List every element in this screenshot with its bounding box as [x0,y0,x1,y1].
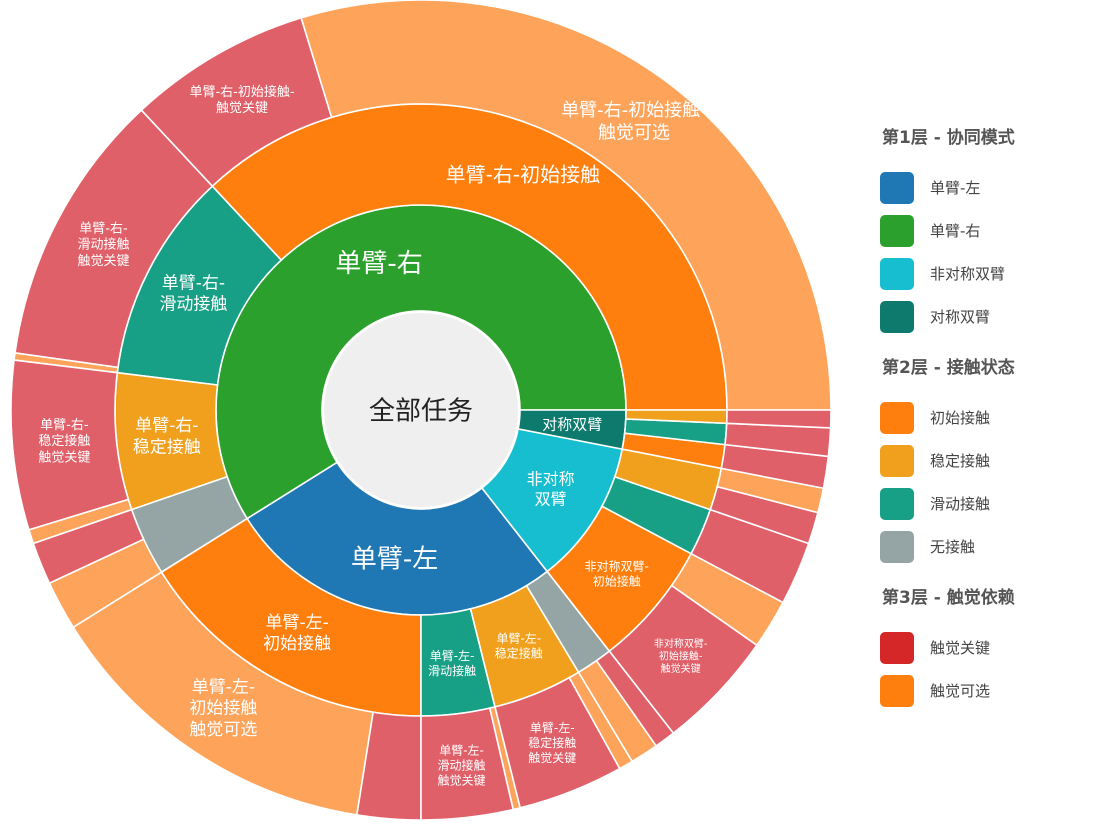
legend: 第1层 - 协同模式 单臂-左 单臂-右 非对称双臂 对称双臂 第2层 - 接触… [880,126,1090,730]
legend-item-no-contact[interactable]: 无接触 [880,525,1090,568]
legend-item-tactile-optional[interactable]: 触觉可选 [880,669,1090,712]
legend-item-single-left[interactable]: 单臂-左 [880,166,1090,209]
legend-label: 触觉关键 [930,639,991,657]
legend-swatch-icon [880,171,914,204]
legend-swatch-icon [880,300,914,333]
legend-title: 第2层 - 接触状态 [882,358,1015,378]
legend-swatch-icon [880,257,914,290]
sunburst-segment[interactable] [300,0,832,411]
center-label: 全部任务 [369,397,473,427]
legend-item-stable-contact[interactable]: 稳定接触 [880,439,1090,482]
legend-swatch-icon [880,487,914,520]
sunburst-svg: 单臂-右单臂-左非对称双臂对称双臂单臂-右-初始接触单臂-右-滑动接触单臂-右-… [10,0,832,821]
sunburst-chart: 单臂-右 单臂-左 非对称双臂 对称双臂 单臂-右-初始接触 单臂-右-滑动接触 单臂-右-… [10,0,832,821]
legend-swatch-icon [880,214,914,247]
legend-item-tactile-critical[interactable]: 触觉关键 [880,626,1090,669]
legend-swatch-icon [880,530,914,563]
legend-label: 初始接触 [930,409,991,427]
legend-swatch-icon [880,674,914,707]
legend-item-initial-contact[interactable]: 初始接触 [880,396,1090,439]
center-circle[interactable] [322,311,520,509]
legend-title: 第1层 - 协同模式 [882,128,1015,148]
legend-group-level3: 第3层 - 触觉依赖 触觉关键 触觉可选 [880,586,1090,712]
legend-title: 第3层 - 触觉依赖 [882,588,1015,608]
sunburst-segment[interactable] [725,409,832,429]
legend-label: 单臂-左 [930,179,981,197]
legend-group-level1: 第1层 - 协同模式 单臂-左 单臂-右 非对称双臂 对称双臂 [880,126,1090,338]
legend-label: 稳定接触 [930,452,991,470]
legend-label: 单臂-右 [930,222,981,240]
legend-label: 非对称双臂 [930,265,1006,283]
legend-swatch-icon [880,631,914,664]
legend-swatch-icon [880,444,914,477]
legend-group-level2: 第2层 - 接触状态 初始接触 稳定接触 滑动接触 无接触 [880,356,1090,568]
legend-swatch-icon [880,401,914,434]
legend-label: 触觉可选 [930,682,991,700]
legend-label: 无接触 [930,538,976,556]
legend-item-asymmetric-dual[interactable]: 非对称双臂 [880,252,1090,295]
legend-label: 滑动接触 [930,495,991,513]
legend-item-single-right[interactable]: 单臂-右 [880,209,1090,252]
legend-label: 对称双臂 [930,308,991,326]
legend-item-symmetric-dual[interactable]: 对称双臂 [880,295,1090,338]
legend-item-sliding-contact[interactable]: 滑动接触 [880,482,1090,525]
